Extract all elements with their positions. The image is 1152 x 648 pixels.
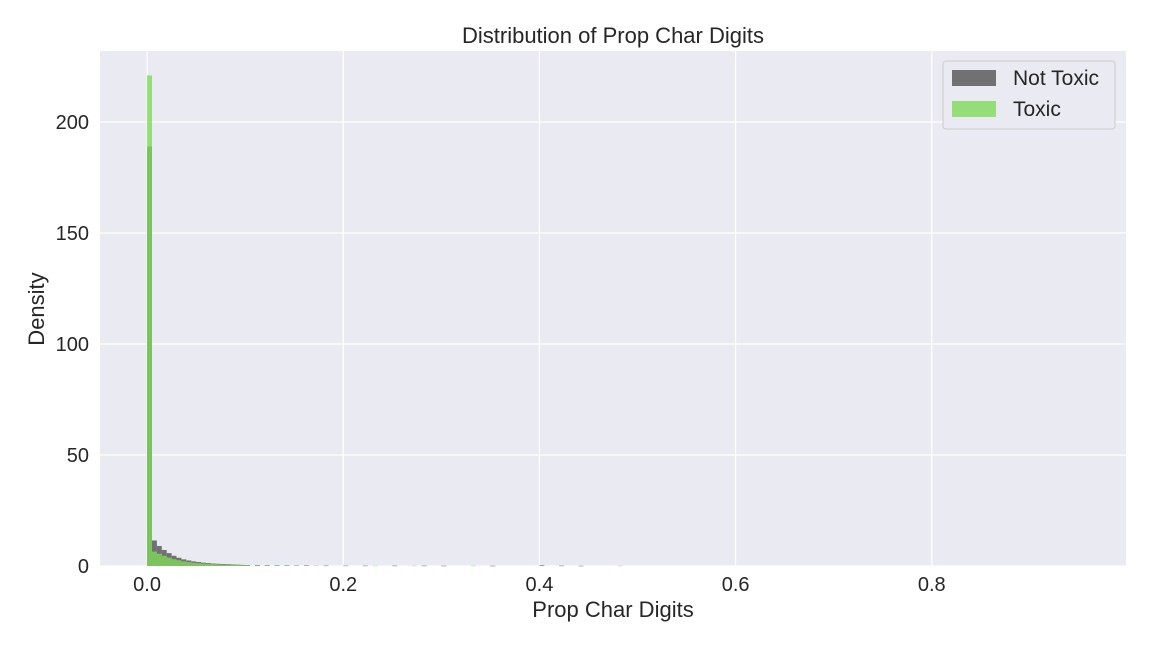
bar-toxic (264, 565, 270, 566)
bar-toxic (201, 563, 206, 566)
bar-toxic (215, 564, 221, 566)
bar-not-toxic (304, 565, 309, 567)
bar-toxic (191, 562, 197, 566)
bar-toxic (372, 565, 378, 567)
bar-toxic (156, 553, 162, 566)
bar-toxic (294, 565, 300, 567)
legend: Not Toxic Toxic (942, 60, 1116, 130)
x-tick-label: 0.4 (526, 574, 554, 596)
chart-title: Distribution of Prop Char Digits (462, 23, 764, 48)
x-tick-label: 0.8 (918, 574, 946, 596)
y-tick-label: 200 (56, 112, 89, 134)
bar-toxic (161, 555, 167, 566)
plot-background (100, 51, 1126, 566)
bar-toxic (225, 564, 231, 566)
bar-toxic (617, 565, 623, 567)
x-axis-title: Prop Char Digits (532, 597, 693, 622)
bar-toxic (147, 75, 152, 567)
bar-toxic (284, 565, 290, 566)
bar-toxic (490, 565, 496, 567)
bar-toxic (171, 559, 177, 566)
bar-not-toxic (559, 565, 564, 567)
y-tick-label: 100 (56, 334, 89, 356)
bar-toxic (274, 565, 280, 566)
bar-not-toxic (539, 565, 545, 566)
legend-label-not-toxic: Not Toxic (1013, 67, 1099, 90)
bar-toxic (392, 565, 398, 566)
y-axis-title: Density (24, 272, 49, 345)
bar-toxic (343, 565, 349, 567)
bar-not-toxic (323, 565, 329, 567)
bar-toxic (240, 565, 246, 566)
bar-toxic (235, 565, 241, 566)
bar-toxic (220, 564, 226, 566)
bar-toxic (230, 564, 236, 566)
bar-not-toxic (421, 565, 427, 567)
legend-swatch-toxic (952, 101, 996, 117)
bar-toxic (151, 551, 157, 566)
legend-swatch-not-toxic (952, 70, 996, 86)
bar-not-toxic (362, 565, 368, 567)
bar-toxic (181, 561, 187, 566)
bar-toxic (470, 565, 476, 567)
bar-toxic (441, 565, 447, 567)
x-tick-label: 0.2 (329, 574, 357, 596)
bar-toxic (205, 563, 211, 566)
bar-toxic (176, 560, 182, 566)
bar-toxic (166, 557, 172, 566)
bar-toxic (411, 565, 417, 567)
bar-toxic (196, 563, 202, 566)
bar-toxic (210, 564, 216, 566)
x-tick-label: 0.0 (133, 574, 161, 596)
x-tick-label: 0.6 (722, 574, 750, 596)
bar-toxic (245, 565, 251, 566)
y-axis-ticks: 0 50 100 150 200 (56, 112, 89, 578)
bar-toxic (313, 565, 319, 567)
y-tick-label: 150 (56, 223, 89, 245)
bar-not-toxic (578, 565, 584, 567)
series-toxic (147, 75, 623, 567)
bar-toxic (186, 562, 192, 566)
y-tick-label: 50 (67, 445, 89, 467)
legend-label-toxic: Toxic (1013, 98, 1061, 121)
y-tick-label: 0 (78, 556, 89, 578)
bar-toxic (254, 565, 260, 566)
histogram-bars (147, 75, 623, 567)
x-axis-ticks: 0.0 0.2 0.4 0.6 0.8 (133, 574, 946, 596)
